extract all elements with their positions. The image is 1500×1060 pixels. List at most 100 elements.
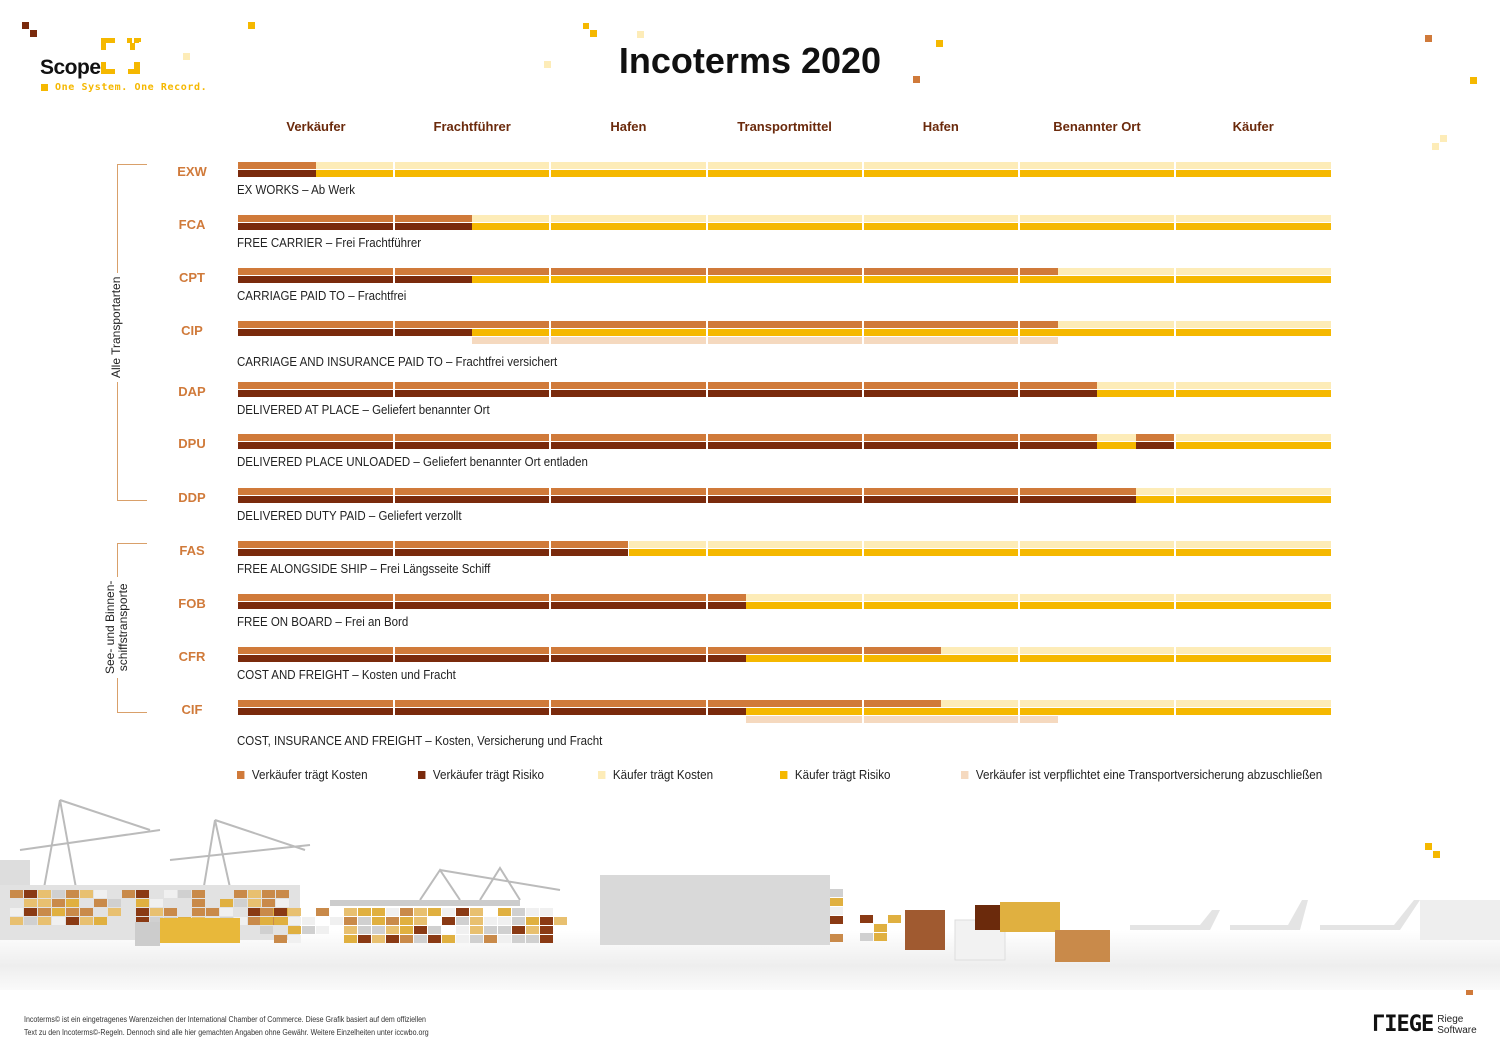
buyer-cost-bar xyxy=(1020,700,1175,707)
buyer-cost-bar xyxy=(551,215,706,222)
container-shape xyxy=(24,899,37,907)
seller-risk-bar xyxy=(238,496,394,503)
legend-swatch xyxy=(598,771,606,779)
container-shape xyxy=(276,899,289,907)
container-shape xyxy=(428,935,441,943)
seller-cost-bar xyxy=(863,434,1018,441)
insurance-bar xyxy=(472,337,550,344)
buyer-risk-bar xyxy=(1020,549,1175,556)
seller-cost-bar xyxy=(551,647,706,654)
scope-logo-text: Scope xyxy=(40,56,101,79)
buyer-risk-bar xyxy=(1176,390,1332,397)
container-shape xyxy=(470,917,483,925)
container-shape xyxy=(330,917,343,925)
container-shape xyxy=(248,899,261,907)
buyer-risk-bar xyxy=(1020,329,1175,336)
container-shape xyxy=(372,926,385,934)
container-shape xyxy=(414,917,427,925)
container-shape xyxy=(400,908,413,916)
container-shape xyxy=(234,899,247,907)
container-shape xyxy=(540,926,553,934)
seller-risk-bar xyxy=(395,708,550,715)
buyer-risk-bar xyxy=(1020,276,1175,283)
buyer-cost-bar xyxy=(1176,434,1332,441)
buyer-cost-bar xyxy=(1176,488,1332,495)
container-shape xyxy=(554,917,567,925)
container-shape xyxy=(288,935,301,943)
seller-cost-bar xyxy=(238,594,394,601)
column-header: Benannter Ort xyxy=(1053,119,1141,134)
seller-risk-bar xyxy=(238,442,394,449)
container-shape xyxy=(540,935,553,943)
legend-item: Käufer trägt Kosten xyxy=(598,768,713,782)
seller-cost-bar xyxy=(863,321,1018,328)
seller-cost-bar xyxy=(238,700,394,707)
container-shape xyxy=(888,915,901,923)
seller-cost-bar xyxy=(863,647,941,654)
buyer-cost-bar xyxy=(940,647,1018,654)
container-shape xyxy=(830,934,843,942)
seller-cost-bar xyxy=(1020,382,1098,389)
container-shape xyxy=(414,926,427,934)
buyer-risk-bar xyxy=(707,170,862,177)
container-shape xyxy=(150,917,163,925)
container-shape xyxy=(262,899,275,907)
container-shape xyxy=(192,899,205,907)
riege-line-1: Riege xyxy=(1437,1013,1464,1025)
seller-risk-bar xyxy=(238,708,394,715)
decor-square xyxy=(544,61,551,68)
buyer-risk-bar xyxy=(628,549,706,556)
riege-logo: ΓIEGE Riege Software xyxy=(1372,1012,1477,1037)
buyer-cost-bar xyxy=(707,541,862,548)
seller-cost-bar xyxy=(238,215,394,222)
container-shape xyxy=(66,917,79,925)
container-shape xyxy=(24,917,37,925)
incoterm-description: DELIVERED AT PLACE – Geliefert benannter… xyxy=(237,403,490,417)
container-shape xyxy=(830,898,843,906)
insurance-bar xyxy=(1020,716,1059,723)
container-shape xyxy=(302,917,315,925)
container-shape xyxy=(260,917,273,925)
column-header: Hafen xyxy=(610,119,647,134)
container-shape xyxy=(498,935,511,943)
seller-cost-bar xyxy=(863,700,941,707)
container-shape xyxy=(316,926,329,934)
column-header: Verkäufer xyxy=(286,119,346,134)
buyer-cost-bar xyxy=(1020,647,1175,654)
footer-line-2: Text zu den Incoterms©-Regeln. Dennoch s… xyxy=(24,1028,429,1037)
buyer-cost-bar xyxy=(1058,321,1175,328)
container-shape xyxy=(274,908,287,916)
seller-cost-bar xyxy=(551,488,706,495)
legend-label: Käufer trägt Kosten xyxy=(612,768,714,782)
container-shape xyxy=(526,926,539,934)
container-shape xyxy=(470,935,483,943)
decor-square xyxy=(22,22,29,29)
container-shape xyxy=(248,917,261,925)
buyer-risk-bar xyxy=(472,276,550,283)
seller-cost-bar xyxy=(707,434,862,441)
container-shape xyxy=(220,899,233,907)
decor-square xyxy=(30,30,37,37)
buyer-cost-bar xyxy=(1020,215,1175,222)
container-shape xyxy=(38,890,51,898)
seller-cost-bar xyxy=(1020,268,1059,275)
container-shape xyxy=(260,908,273,916)
port-illustration xyxy=(0,799,1500,990)
legend-item: Käufer trägt Risiko xyxy=(780,768,891,782)
legend-item: Verkäufer ist verpflichtet eine Transpor… xyxy=(961,768,1322,782)
incoterm-code: CIP xyxy=(181,323,203,338)
legend-swatch xyxy=(780,771,788,779)
seller-cost-bar xyxy=(551,541,629,548)
container-shape xyxy=(316,908,329,916)
container-shape xyxy=(470,908,483,916)
seller-cost-bar xyxy=(707,321,862,328)
container-shape xyxy=(38,917,51,925)
container-shape xyxy=(372,935,385,943)
container-shape xyxy=(498,917,511,925)
buyer-risk-bar xyxy=(707,276,862,283)
seller-cost-bar xyxy=(395,382,550,389)
incoterm-code: FAS xyxy=(179,543,205,558)
buyer-risk-bar xyxy=(1176,329,1332,336)
buyer-cost-bar xyxy=(395,162,550,169)
group-label-sea: See- und Binnen- schiffstransporte xyxy=(103,576,130,678)
